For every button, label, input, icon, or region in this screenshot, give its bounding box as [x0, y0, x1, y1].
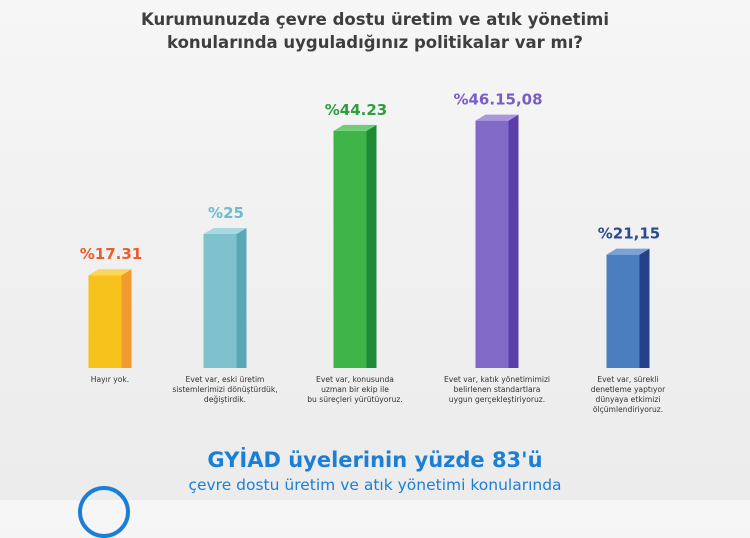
bar-2-side	[236, 228, 247, 368]
bar-4-side	[508, 114, 519, 368]
category-label-2: Evet var, eski üretim sistemlerimizi dönü…	[172, 375, 277, 404]
bar-1-top	[88, 269, 132, 276]
title-line-2: konularında uyguladığınız politikalar va…	[167, 33, 583, 52]
bar-3-value-label: %44.23	[325, 101, 387, 119]
bar-3-top	[333, 124, 377, 131]
bar-2-front	[203, 234, 237, 368]
category-label-4-line-3: uygun gerçekleştiriyoruz.	[449, 395, 545, 404]
category-label-4-line-2: belirlenen standartlara	[454, 385, 541, 394]
category-label-1: Hayır yok.	[91, 375, 129, 384]
category-label-2-line-3: değiştirdik.	[204, 395, 246, 404]
category-label-4: Evet var, katık yönetimimizi belirlenen s…	[444, 375, 550, 404]
bar-5-top	[606, 248, 650, 255]
bar-5-value-label: %21,15	[598, 225, 660, 243]
category-label-3-line-3: bu süreçleri yürütüyoruz.	[307, 395, 403, 404]
bar-1-side	[121, 269, 132, 368]
category-label-2-line-2: sistemlerimizi dönüştürdük,	[172, 385, 277, 394]
bar-1-front	[88, 275, 122, 368]
bar-4-top	[475, 114, 519, 121]
chart-title: Kurumunuzda çevre dostu üretim ve atık y…	[0, 8, 750, 54]
category-label-3-line-2: uzman bir ekip ile	[321, 385, 389, 394]
bar-chart: %17.31 Hayır yok. %25 Evet var, eski üretim…	[80, 91, 666, 414]
category-label-4-line-1: Evet var, katık yönetimimizi	[444, 375, 550, 384]
logo	[78, 486, 130, 538]
category-label-5-line-1: Evet var, sürekli	[597, 375, 658, 384]
category-label-5: Evet var, sürekli denetleme yaptıyor dünya…	[591, 375, 666, 414]
bar-4-value-label: %46.15,08	[453, 91, 542, 109]
category-label-5-line-2: denetleme yaptıyor	[591, 385, 666, 394]
bar-2-top	[203, 228, 247, 234]
bar-3-side	[366, 124, 377, 368]
subline: çevre dostu üretim ve atık yönetimi konu…	[188, 476, 562, 494]
bar-5-front	[606, 254, 640, 368]
category-label-2-line-1: Evet var, eski üretim	[186, 375, 265, 384]
bar-3-front	[333, 130, 367, 368]
bar-4-front	[475, 120, 509, 368]
bar-5-side	[639, 248, 650, 368]
category-label-3: Evet var, konusunda uzman bir ekip ile bu …	[307, 375, 403, 404]
bar-2-value-label: %25	[208, 204, 244, 222]
title-line-1: Kurumunuzda çevre dostu üretim ve atık y…	[140, 10, 610, 29]
headline: GYİAD üyelerinin yüzde 83'ü	[207, 448, 543, 472]
category-label-5-line-3: dünyaya etkimizi	[596, 395, 661, 404]
category-label-5-line-4: ölçümlendiriyoruz.	[593, 405, 663, 414]
category-label-3-line-1: Evet var, konusunda	[316, 375, 394, 384]
bar-1-value-label: %17.31	[80, 245, 142, 263]
category-label-1-line-1: Hayır yok.	[91, 375, 129, 384]
